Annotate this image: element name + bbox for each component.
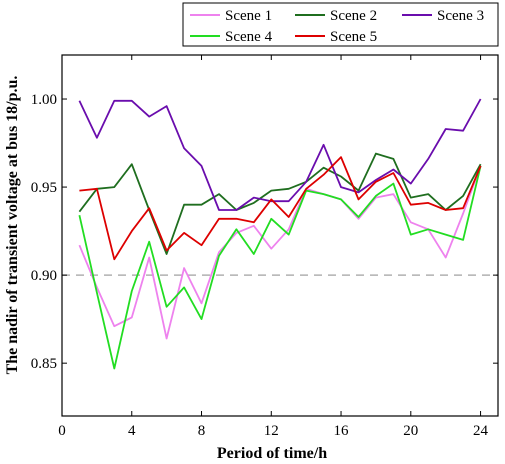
plot-frame	[61, 54, 499, 417]
x-tick-label: 24	[473, 423, 489, 439]
y-tick-label: 0.95	[31, 180, 57, 196]
legend-label-scene-4: Scene 4	[225, 29, 273, 45]
legend-label-scene-3: Scene 3	[437, 8, 484, 24]
x-tick-label: 16	[334, 423, 350, 439]
y-tick-label: 1.00	[31, 92, 57, 108]
x-tick-label: 12	[264, 423, 279, 439]
x-tick-label: 4	[128, 423, 136, 439]
y-axis-title: The nadir of transient voltage at bus 18…	[4, 76, 21, 375]
x-tick-label: 0	[58, 423, 66, 439]
tick-layer: 0 4 8 12 16 20 24 0.85 0.90 0.95 1.00	[31, 55, 498, 439]
x-axis-title: Period of time/h	[217, 445, 327, 462]
legend-label-scene-5: Scene 5	[330, 29, 377, 45]
series-line-scene-2	[78, 152, 482, 255]
series-line-scene-4	[78, 165, 482, 370]
x-tick-label: 8	[198, 423, 206, 439]
legend: Scene 1 Scene 2 Scene 3 Scene 4 Scene 5	[182, 2, 499, 47]
series-layer	[78, 98, 482, 370]
series-line-scene-1	[78, 165, 482, 340]
legend-label-scene-1: Scene 1	[225, 8, 272, 24]
series-line-scene-3	[78, 98, 482, 211]
legend-box	[182, 2, 499, 47]
y-tick-label: 0.90	[31, 268, 57, 284]
legend-label-scene-2: Scene 2	[330, 8, 377, 24]
x-tick-label: 20	[403, 423, 418, 439]
series-line-scene-5	[79, 156, 482, 261]
y-tick-label: 0.85	[31, 356, 57, 372]
